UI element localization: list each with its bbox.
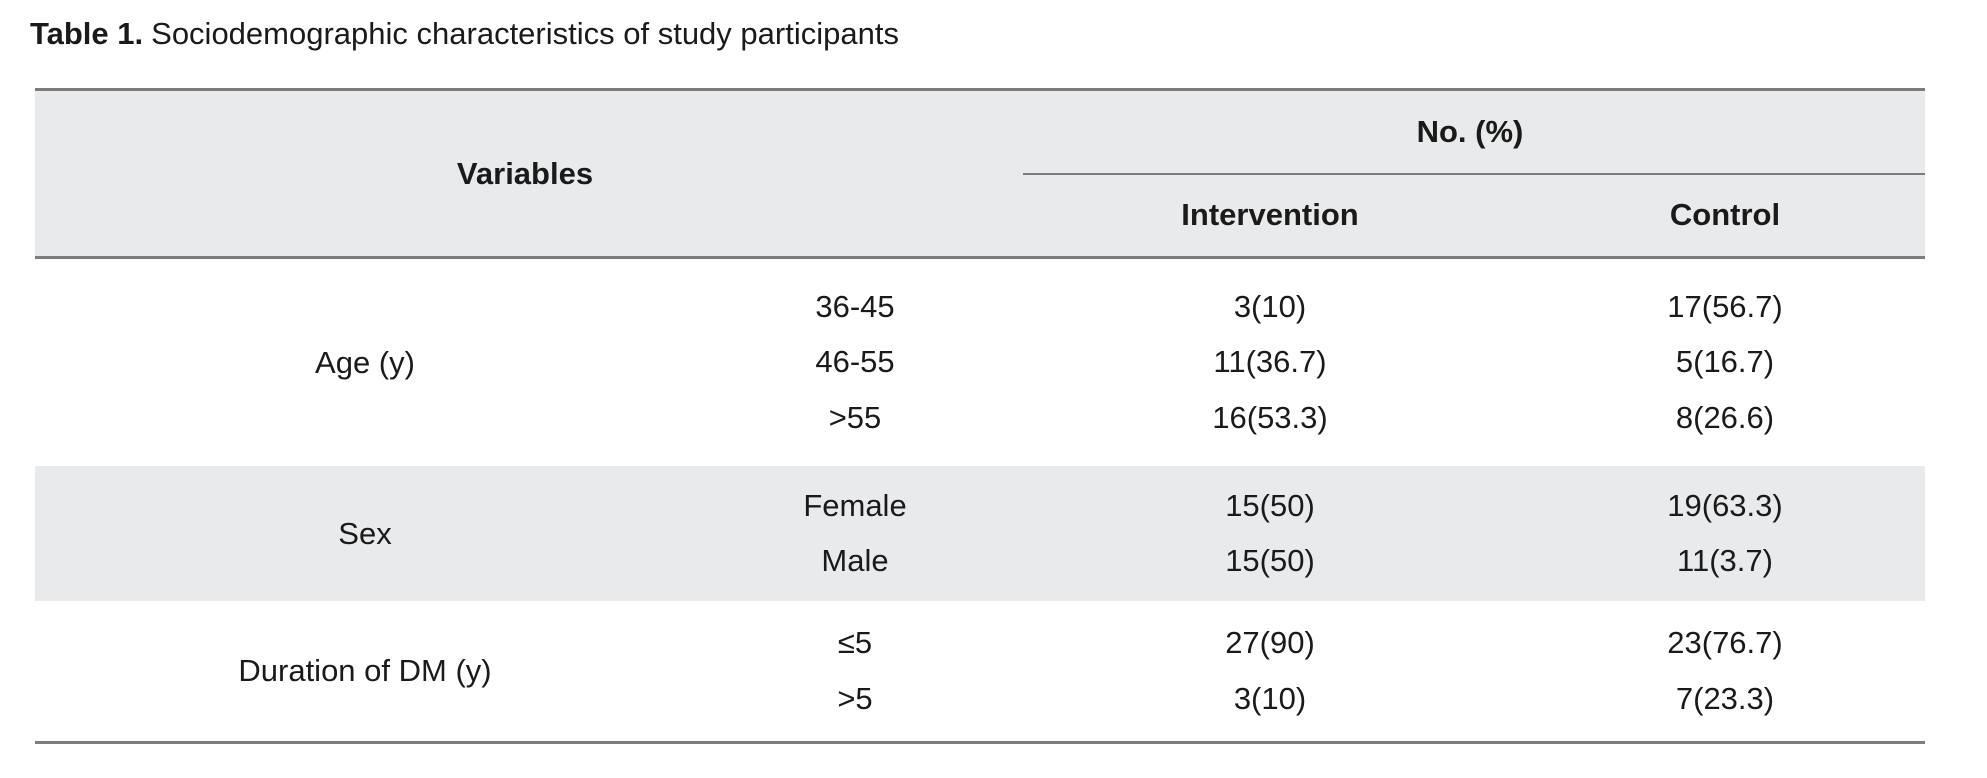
control-cell: 17(56.7) (1667, 288, 1783, 324)
intervention-cell: 11(36.7) (1213, 344, 1327, 380)
intervention-cell: 16(53.3) (1212, 400, 1328, 436)
control-cell: 5(16.7) (1675, 344, 1775, 380)
variable-label: Age (y) (315, 344, 415, 380)
intervention-cell: 3(10) (1233, 681, 1307, 716)
no-pct-spanner-rule (1023, 173, 1925, 175)
header-subrow: Intervention Control (1015, 173, 1925, 256)
header-control: Control (1669, 196, 1781, 232)
control-cell: 8(26.6) (1675, 400, 1775, 436)
category-cell: 46-55 (815, 344, 895, 380)
variable-label: Duration of DM (y) (238, 653, 492, 688)
category-cell: Male (821, 543, 889, 579)
header-no-pct: No. (%) (1416, 114, 1524, 149)
table-caption: Table 1. Sociodemographic characteristics… (30, 16, 899, 52)
group-sex: Sex Female 15(50) 19(63.3) Male 15(50) 1… (35, 466, 1925, 601)
control-cell: 19(63.3) (1667, 487, 1783, 523)
category-cell: >5 (837, 681, 873, 716)
category-cell: 36-45 (815, 288, 895, 324)
header-variables: Variables (456, 155, 594, 191)
table-caption-text: Sociodemographic characteristics of stud… (151, 16, 899, 51)
category-cell: Female (803, 487, 907, 523)
category-cell: >55 (828, 400, 882, 436)
intervention-cell: 15(50) (1225, 487, 1315, 523)
variable-label: Sex (338, 515, 392, 551)
control-cell: 23(76.7) (1667, 625, 1783, 660)
intervention-cell: 15(50) (1225, 543, 1315, 579)
category-cell: ≤5 (837, 625, 873, 660)
control-cell: 11(3.7) (1677, 543, 1773, 579)
table-caption-label: Table 1. (30, 16, 144, 51)
intervention-cell: 27(90) (1225, 625, 1315, 660)
intervention-cell: 3(10) (1233, 288, 1307, 324)
data-table: Variables No. (%) Intervention Control A… (35, 88, 1925, 744)
header-intervention: Intervention (1181, 196, 1359, 232)
table-header: Variables No. (%) Intervention Control (35, 91, 1925, 259)
group-age: Age (y) 36-45 3(10) 17(56.7) 46-55 11(36… (35, 259, 1925, 466)
control-cell: 7(23.3) (1675, 681, 1775, 716)
group-duration: Duration of DM (y) ≤5 27(90) 23(76.7) >5… (35, 601, 1925, 741)
